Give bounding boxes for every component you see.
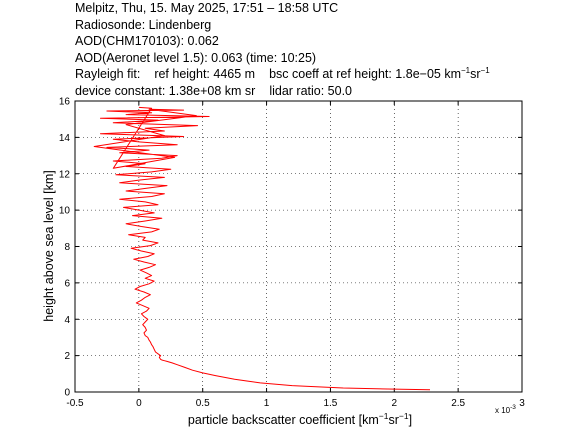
x-tick-label: -0.5 (66, 398, 84, 409)
device-constant: device constant: 1.38e+08 km sr (75, 83, 256, 98)
y-tick-label: 14 (59, 133, 71, 144)
ref-height: ref height: 4465 m (154, 67, 256, 81)
y-tick-label: 8 (64, 242, 70, 253)
header-aod-chm: AOD(CHM170103): 0.062 (75, 34, 219, 48)
y-axis-label: height above sea level [km] (42, 170, 56, 321)
y-tick-label: 6 (64, 278, 70, 289)
x-tick-label: 2 (392, 398, 398, 409)
lidar-ratio: lidar ratio: 50.0 (269, 83, 352, 98)
y-tick-label: 12 (59, 169, 71, 180)
header-title: Melpitz, Thu, 15. May 2025, 17:51 – 18:5… (75, 1, 339, 15)
header-rayleigh-line: Rayleigh fit: ref height: 4465 m bsc coeff… (75, 66, 490, 83)
x-tick-label: 3 (519, 398, 525, 409)
x-tick-label: 0 (136, 398, 142, 409)
backscatter-profile-line (93, 106, 431, 391)
x-tick-label: 0.5 (196, 398, 210, 409)
header-radiosonde: Radiosonde: Lindenberg (75, 17, 212, 32)
header-aod-aeronet: AOD(Aeronet level 1.5): 0.063 (time: 10:… (75, 50, 317, 65)
x-tick-label: 2.5 (451, 398, 465, 409)
rayleigh-label: Rayleigh fit: (75, 67, 141, 81)
y-tick-label: 4 (64, 315, 70, 326)
y-tick-label: 0 (64, 388, 70, 399)
x-axis-multiplier: x 10-3 (495, 404, 516, 415)
y-tick-label: 10 (59, 206, 71, 217)
plot-header: Melpitz, Thu, 15. May 2025, 17:51 – 18:5… (75, 0, 490, 99)
y-tick-label: 16 (59, 97, 71, 108)
x-tick-label: 1.5 (323, 398, 337, 409)
y-tick-label: 2 (64, 351, 70, 362)
bsc-coeff: bsc coeff at ref height: 1.8e−05 km−1sr−… (269, 66, 490, 82)
x-tick-label: 1 (264, 398, 270, 409)
header-device-line: device constant: 1.38e+08 km sr lidar rat… (75, 83, 490, 100)
x-axis-label: particle backscatter coefficient [km−1sr… (188, 411, 412, 427)
series-layer (93, 106, 431, 391)
